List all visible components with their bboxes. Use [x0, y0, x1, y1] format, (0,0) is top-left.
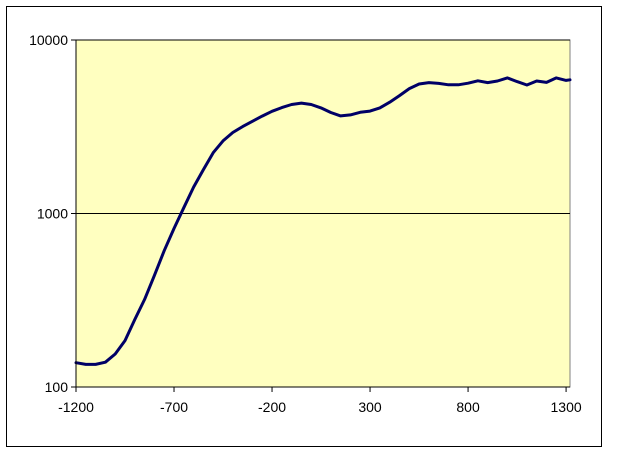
x-ticks: -1200 -700 -200 300 800 1300	[58, 387, 582, 415]
x-tick-label-2: -200	[258, 399, 286, 415]
y-ticks: 100 1000 10000	[29, 32, 76, 395]
x-tick-label-1: -700	[160, 399, 188, 415]
x-tick-label-5: 1300	[551, 399, 582, 415]
series-line	[74, 76, 572, 366]
y-tick-label-0: 100	[45, 379, 69, 395]
y-tick-label-1: 1000	[37, 206, 68, 222]
y-tick-label-2: 10000	[29, 32, 68, 48]
x-tick-label-0: -1200	[58, 399, 94, 415]
x-tick-label-3: 300	[358, 399, 382, 415]
x-tick-label-4: 800	[456, 399, 480, 415]
